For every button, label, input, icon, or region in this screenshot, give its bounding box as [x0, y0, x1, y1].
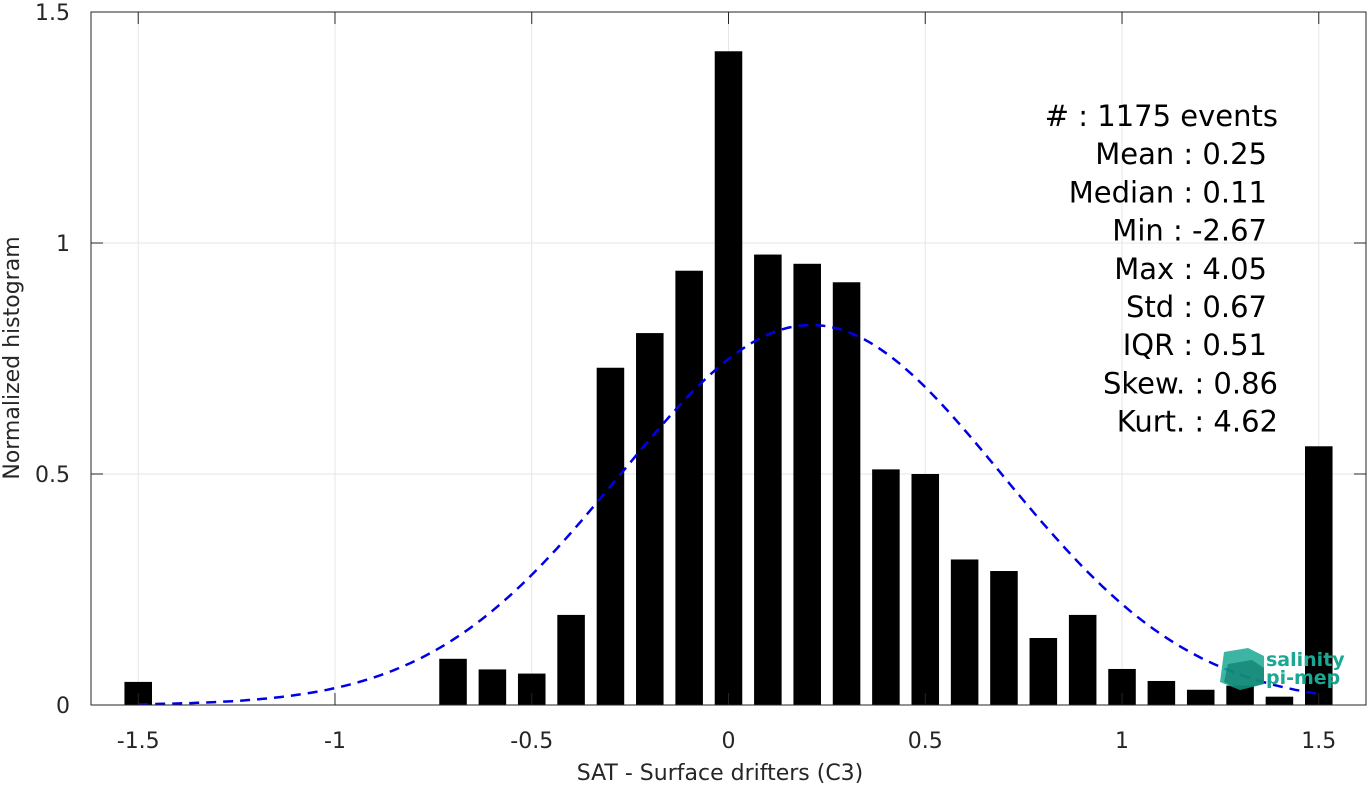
histogram-bar	[1029, 638, 1058, 705]
x-tick-label: 1	[1115, 729, 1129, 754]
y-tick-label: 0	[56, 694, 70, 719]
stat-line: # : 1175 events	[1045, 99, 1278, 133]
salinity-pi-mep-logo: salinity pi-mep	[1220, 648, 1345, 690]
x-tick-label: -1	[324, 729, 346, 754]
histogram-bar	[950, 559, 979, 705]
histogram-bar	[832, 282, 861, 705]
logo-mark-shade	[1224, 660, 1264, 690]
histogram-bar	[1147, 680, 1176, 705]
gaussian-fit	[138, 323, 1319, 706]
histogram-bar	[793, 263, 821, 705]
y-tick-label: 0.5	[35, 463, 70, 488]
histogram-bar	[1265, 696, 1294, 705]
stat-line: Min : -2.67	[1112, 214, 1267, 248]
stat-line: Kurt. : 4.62	[1117, 405, 1278, 439]
stat-line: Std : 0.67	[1126, 290, 1267, 324]
y-axis-label: Normalized histogram	[0, 236, 25, 479]
histogram-bar	[1226, 685, 1254, 705]
stat-line: Mean : 0.25	[1095, 137, 1267, 171]
x-tick-label: -1.5	[117, 729, 160, 754]
x-axis-label: SAT - Surface drifters (C3)	[577, 761, 864, 785]
x-tick-labels: -1.5 -1 -0.5 0 0.5 1 1.5	[117, 729, 1337, 754]
statistics-box: # : 1175 events Mean : 0.25 Median : 0.11 M…	[1045, 99, 1278, 439]
histogram-bar	[1068, 614, 1097, 705]
y-tick-label: 1	[56, 232, 70, 257]
y-tick-label: 1.5	[35, 1, 70, 26]
histogram-bar	[714, 51, 743, 705]
histogram-bar	[675, 270, 703, 705]
stat-line: Skew. : 0.86	[1103, 366, 1278, 400]
histogram-bar	[439, 658, 467, 705]
histogram-bar	[990, 571, 1018, 705]
histogram-bar	[1305, 446, 1333, 705]
stat-line: Max : 4.05	[1114, 252, 1267, 286]
x-tick-label: -0.5	[510, 729, 553, 754]
histogram-bar	[557, 614, 585, 705]
histogram-bar	[872, 469, 900, 705]
x-tick-label: 0.5	[908, 729, 943, 754]
histogram-bar	[1186, 689, 1215, 705]
logo-text-salinity: salinity	[1266, 649, 1345, 671]
logo-text-pi-mep: pi-mep	[1266, 667, 1340, 689]
x-tick-label: 1.5	[1301, 729, 1336, 754]
stat-line: Median : 0.11	[1069, 175, 1267, 209]
histogram-bar	[911, 474, 940, 705]
histogram-bar	[596, 367, 625, 705]
gaussian-fit-line	[138, 323, 1319, 706]
x-tick-label: 0	[722, 729, 736, 754]
axis-ticks	[91, 11, 1366, 706]
histogram-bar	[636, 333, 664, 705]
histogram-bar	[478, 669, 507, 705]
bars	[124, 51, 1333, 706]
histogram-bar	[754, 254, 782, 706]
y-tick-labels: 0 0.5 1 1.5	[35, 1, 70, 719]
stat-line: IQR : 0.51	[1123, 328, 1267, 362]
